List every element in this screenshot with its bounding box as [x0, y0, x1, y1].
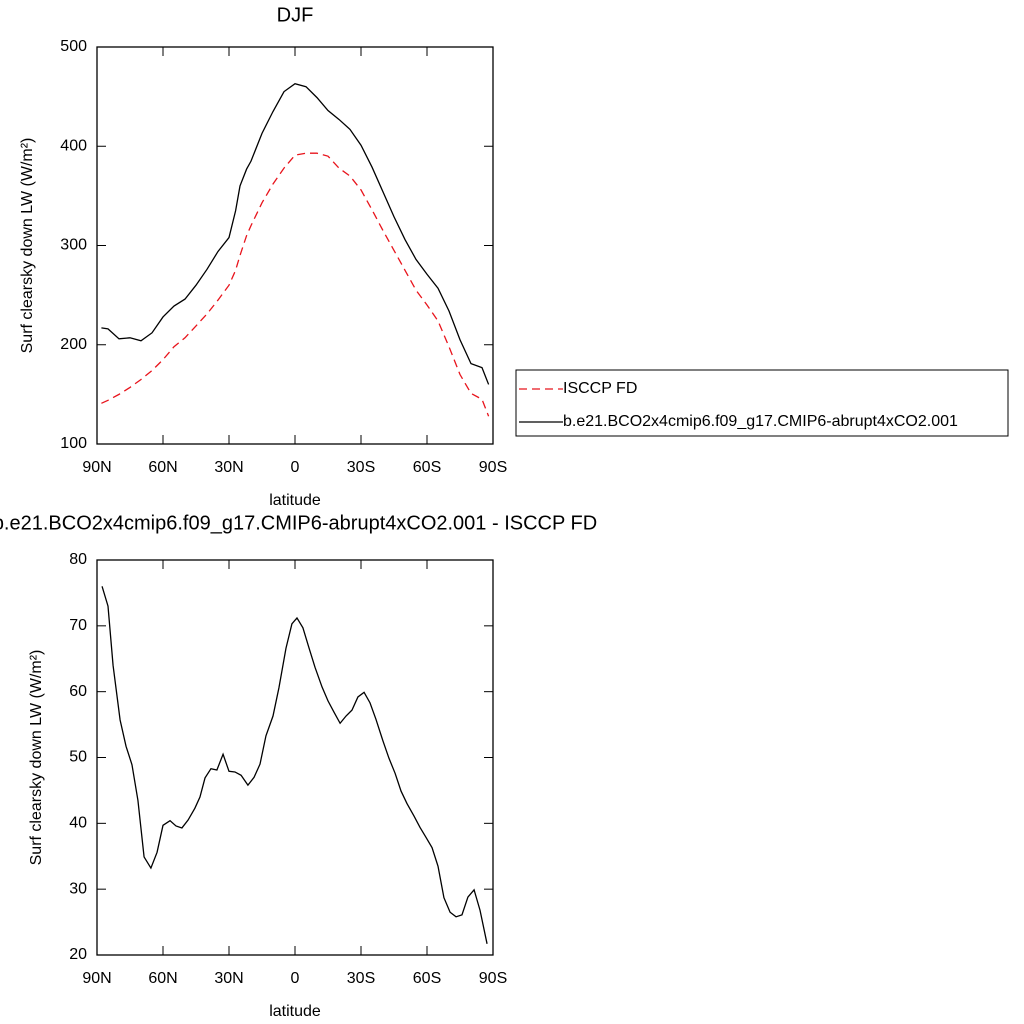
- x-tick-label: 90N: [82, 459, 111, 476]
- x-axis-label: latitude: [269, 492, 321, 509]
- x-tick-label: 60S: [413, 459, 441, 476]
- x-tick-label: 30N: [214, 970, 243, 987]
- y-tick-label: 80: [69, 551, 87, 568]
- plot-frame: [96, 46, 494, 445]
- y-tick-label: 40: [69, 815, 87, 832]
- y-tick-label: 50: [69, 749, 87, 766]
- x-tick-label: 60N: [148, 970, 177, 987]
- data-line: [101, 152, 490, 417]
- y-tick-label: 70: [69, 617, 87, 634]
- data-line: [101, 586, 488, 944]
- y-tick-label: 300: [60, 237, 87, 254]
- plot-frame: [96, 559, 494, 956]
- x-tick-label: 60N: [148, 459, 177, 476]
- x-tick-label: 0: [291, 459, 300, 476]
- x-axis-label: latitude: [269, 1003, 321, 1020]
- x-tick-label: 60S: [413, 970, 441, 987]
- legend-label: ISCCP FD: [563, 380, 637, 397]
- y-tick-label: 400: [60, 137, 87, 154]
- legend-box: [515, 369, 1009, 437]
- x-tick-label: 0: [291, 970, 300, 987]
- data-line: [101, 83, 490, 385]
- chart-title: DJF: [277, 4, 314, 26]
- y-tick-label: 500: [60, 38, 87, 55]
- y-tick-label: 30: [69, 880, 87, 897]
- x-tick-label: 90N: [82, 970, 111, 987]
- x-tick-label: 30S: [347, 970, 375, 987]
- x-tick-label: 90S: [479, 459, 507, 476]
- chart-title: b.e21.BCO2x4cmip6.f09_g17.CMIP6-abrupt4x…: [0, 512, 597, 534]
- y-tick-label: 20: [69, 946, 87, 963]
- y-axis-label: Surf clearsky down LW (W/m²): [28, 650, 45, 866]
- y-axis-label: Surf clearsky down LW (W/m²): [19, 138, 36, 354]
- y-tick-label: 60: [69, 683, 87, 700]
- legend-label: b.e21.BCO2x4cmip6.f09_g17.CMIP6-abrupt4x…: [563, 413, 958, 430]
- x-tick-label: 30N: [214, 459, 243, 476]
- x-tick-label: 90S: [479, 970, 507, 987]
- y-tick-label: 100: [60, 435, 87, 452]
- x-tick-label: 30S: [347, 459, 375, 476]
- y-tick-label: 200: [60, 336, 87, 353]
